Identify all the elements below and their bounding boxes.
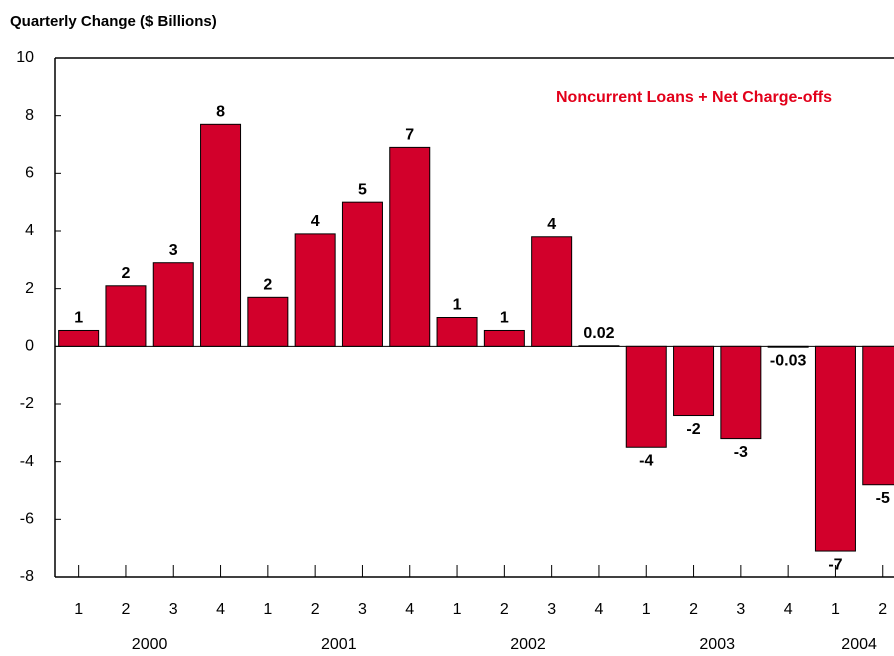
bar [294,233,336,347]
x-tick-label: 3 [547,601,556,618]
x-tick-label: 2 [311,601,320,618]
x-tick-label: 3 [736,601,745,618]
value-label: -4 [639,452,653,469]
x-tick-label: 4 [594,601,603,618]
x-tick-label: 3 [358,601,367,618]
bar [814,345,856,552]
value-label: -3 [734,444,748,461]
value-label: 7 [405,127,414,144]
y-tick-label: 8 [25,107,34,124]
x-tick-label: 2 [689,601,698,618]
x-tick-label: 1 [453,601,462,618]
bar [389,146,431,347]
value-label: 4 [311,213,320,230]
x-tick-label: 4 [784,601,793,618]
bar [58,329,100,347]
value-label: 2 [121,265,130,282]
bar [436,317,478,347]
value-label: 1 [500,310,509,327]
bar [578,345,620,347]
x-tick-label: 2 [121,601,130,618]
x-tick-label: 1 [831,601,840,618]
value-label: -5 [876,490,890,507]
value-label: -2 [686,421,700,438]
y-tick-label: 6 [25,165,34,182]
y-tick-label: -8 [20,568,34,585]
x-tick-label: 1 [74,601,83,618]
y-tick-label: 10 [16,49,34,66]
bar [247,296,289,347]
chart-title: Quarterly Change ($ Billions) [10,13,217,30]
value-label: 4 [547,216,556,233]
y-tick-label: -2 [20,395,34,412]
value-label: 5 [358,181,367,198]
value-label: -7 [828,556,842,573]
value-label: 2 [263,277,272,294]
bar [200,123,242,347]
bar [531,236,573,347]
y-tick-label: -6 [20,511,34,528]
x-tick-label: 1 [263,601,272,618]
bar [341,201,383,347]
value-label: 8 [216,104,225,121]
x-tick-label: 3 [169,601,178,618]
value-label: 0.02 [583,325,614,342]
value-label: 1 [453,297,462,314]
bar [483,329,525,347]
y-tick-label: 0 [25,338,34,355]
bar [720,345,762,440]
group-label: 2004 [841,636,877,653]
value-label: 1 [74,310,83,327]
legend-label: Noncurrent Loans + Net Charge-offs [556,89,832,106]
value-label: -0.03 [770,352,807,369]
x-tick-label: 1 [642,601,651,618]
y-tick-label: 2 [25,280,34,297]
bar [673,345,715,417]
group-label: 2000 [132,636,168,653]
bar [105,285,147,347]
value-label: 3 [169,242,178,259]
y-tick-label: -4 [20,453,34,470]
bar [152,262,194,347]
group-label: 2002 [510,636,546,653]
y-tick-label: 4 [25,222,34,239]
x-tick-label: 4 [216,601,225,618]
bar [767,345,809,348]
group-label: 2003 [699,636,735,653]
x-tick-label: 2 [878,601,887,618]
x-tick-label: 4 [405,601,414,618]
group-label: 2001 [321,636,357,653]
bar [625,345,667,448]
bar [862,345,894,486]
x-tick-label: 2 [500,601,509,618]
